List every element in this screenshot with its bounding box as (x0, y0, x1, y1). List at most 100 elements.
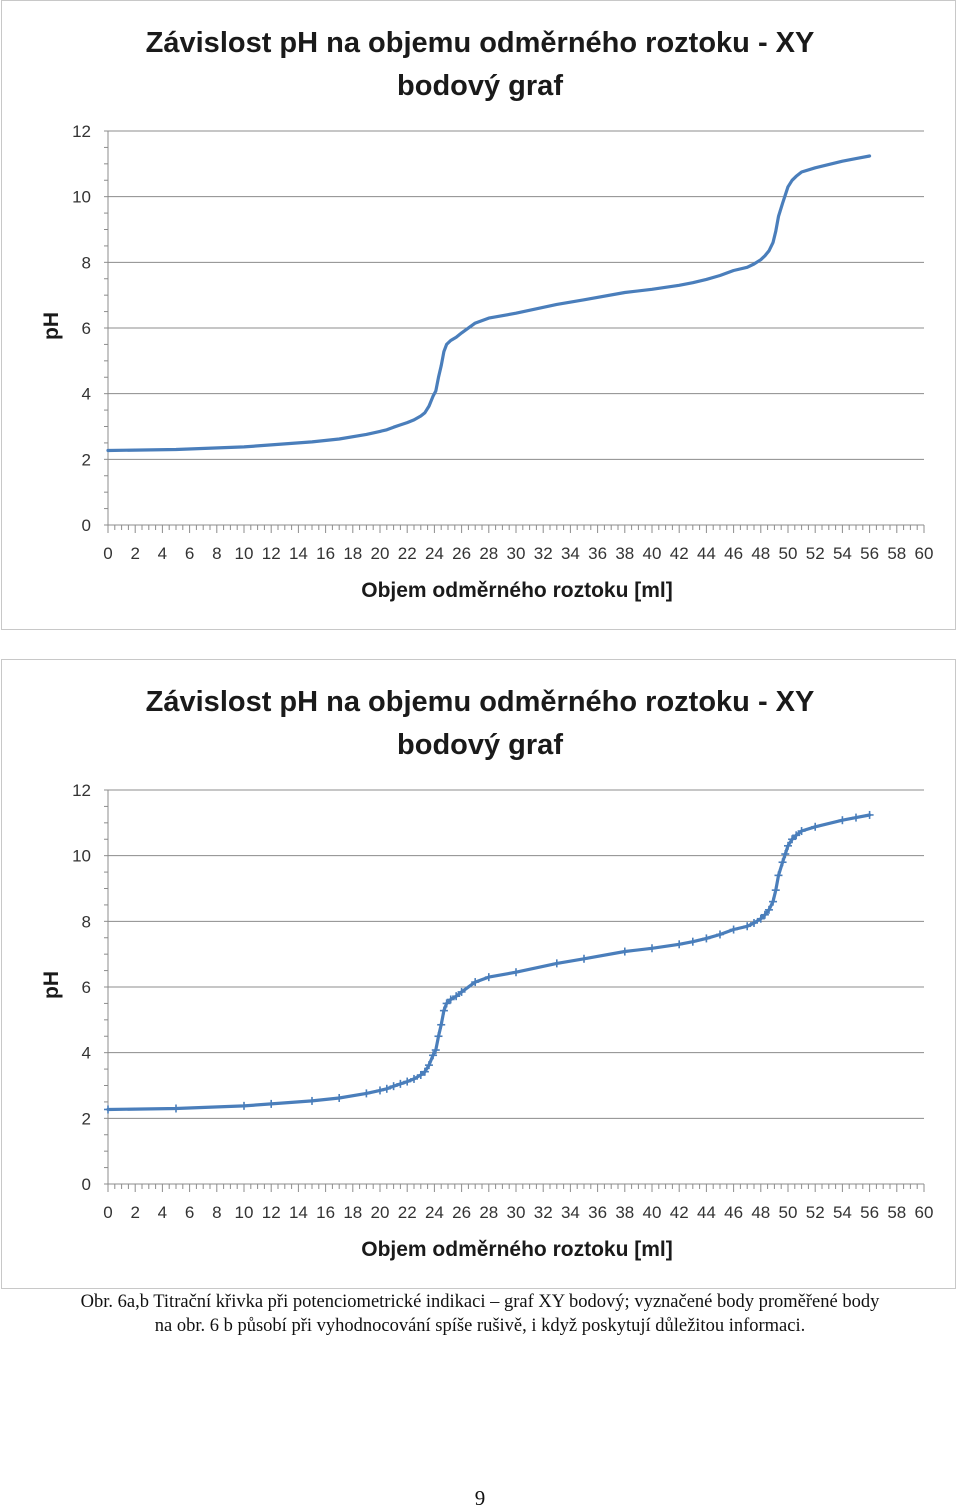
chart-title-line: bodový graf (397, 70, 563, 102)
x-tick-label: 48 (751, 544, 770, 563)
chart-b: Závislost pH na objemu odměrného roztoku… (1, 659, 956, 1289)
data-point-marker (552, 959, 561, 968)
x-tick-label: 10 (235, 1203, 254, 1222)
figure-caption: Obr. 6a,b Titrační křivka při potenciome… (0, 1290, 960, 1338)
x-tick-label: 16 (316, 544, 335, 563)
data-point-marker (446, 995, 455, 1004)
x-tick-label: 44 (697, 544, 716, 563)
data-point-marker (781, 850, 790, 859)
chart-title-line: Závislost pH na objemu odměrného roztoku… (146, 27, 815, 59)
x-axis-label: Objem odměrného roztoku [ml] (361, 1238, 673, 1261)
y-axis-label: pH (40, 971, 63, 999)
x-tick-label: 54 (833, 1203, 852, 1222)
x-tick-label: 14 (289, 1203, 308, 1222)
data-point-marker (382, 1084, 391, 1093)
data-point-marker (716, 930, 724, 939)
x-tick-label: 2 (130, 1203, 139, 1222)
x-tick-label: 30 (507, 1203, 526, 1222)
data-point-marker (702, 934, 711, 943)
series-line (106, 813, 872, 1112)
data-point-marker (403, 1077, 412, 1086)
x-tick-label: 4 (158, 1203, 167, 1222)
x-tick-label: 52 (806, 544, 825, 563)
data-point-marker (811, 822, 820, 831)
data-point-marker (267, 1099, 276, 1108)
x-tick-label: 56 (860, 1203, 879, 1222)
y-axis-label: pH (40, 312, 63, 340)
caption-line-2: na obr. 6 b působí při vyhodnocování spí… (154, 1316, 806, 1336)
data-point-marker (420, 1067, 429, 1076)
data-point-marker (410, 1074, 418, 1083)
data-point-marker (457, 987, 466, 996)
data-point-marker (648, 944, 656, 953)
data-point-marker (838, 816, 847, 825)
x-tick-label: 8 (212, 1203, 221, 1222)
x-tick-label: 0 (103, 1203, 112, 1222)
x-tick-label: 48 (751, 1203, 770, 1222)
y-tick-label: 0 (82, 516, 91, 535)
x-tick-label: 40 (643, 1203, 662, 1222)
data-point-marker (416, 1070, 425, 1079)
chart-a-svg: Závislost pH na objemu odměrného roztoku… (40, 27, 934, 602)
data-point-marker (688, 937, 697, 946)
x-tick-label: 6 (185, 544, 194, 563)
x-tick-label: 46 (724, 544, 743, 563)
data-point-marker (376, 1086, 384, 1095)
chart-b-svg: Závislost pH na objemu odměrného roztoku… (40, 686, 934, 1261)
chart-title-line: bodový graf (397, 729, 563, 761)
x-tick-label: 4 (158, 544, 167, 563)
data-point-marker (620, 947, 629, 956)
data-point-marker (452, 992, 461, 1001)
data-point-marker (792, 831, 801, 840)
data-point-marker (104, 1105, 112, 1114)
data-point-marker (784, 841, 792, 850)
y-tick-label: 10 (72, 847, 91, 866)
x-tick-label: 28 (479, 544, 498, 563)
data-point-marker (362, 1089, 371, 1098)
x-tick-label: 8 (212, 544, 221, 563)
data-point-marker (764, 905, 773, 914)
data-point-marker (240, 1101, 248, 1110)
x-tick-label: 12 (262, 1203, 281, 1222)
x-axis-label: Objem odměrného roztoku [ml] (361, 579, 673, 602)
x-tick-label: 6 (185, 1203, 194, 1222)
data-point-marker (675, 940, 684, 949)
x-tick-label: 32 (534, 1203, 553, 1222)
x-tick-label: 12 (262, 544, 281, 563)
data-point-marker (852, 813, 860, 822)
y-tick-label: 2 (82, 1109, 91, 1128)
x-tick-label: 60 (915, 1203, 934, 1222)
x-tick-label: 34 (561, 1203, 580, 1222)
x-tick-label: 34 (561, 544, 580, 563)
x-tick-label: 54 (833, 544, 852, 563)
x-tick-label: 24 (425, 544, 444, 563)
x-tick-label: 2 (130, 544, 139, 563)
data-point-marker (756, 914, 765, 923)
x-tick-label: 40 (643, 544, 662, 563)
y-tick-label: 10 (72, 188, 91, 207)
y-tick-label: 4 (82, 1044, 91, 1063)
data-point-marker (512, 968, 520, 977)
y-tick-label: 6 (82, 319, 91, 338)
series-line (106, 154, 872, 453)
y-tick-label: 2 (82, 450, 91, 469)
x-tick-label: 10 (235, 544, 254, 563)
x-tick-label: 28 (479, 1203, 498, 1222)
data-point-marker (865, 810, 874, 819)
page-number: 9 (474, 1486, 486, 1510)
x-tick-label: 60 (915, 544, 934, 563)
x-tick-label: 20 (371, 1203, 390, 1222)
x-tick-label: 52 (806, 1203, 825, 1222)
data-point-marker (769, 897, 778, 906)
data-point-marker (750, 918, 758, 927)
data-point-marker (797, 827, 806, 836)
data-point-marker (471, 978, 480, 987)
x-tick-label: 58 (887, 544, 906, 563)
y-tick-label: 4 (82, 385, 91, 404)
data-point-marker (580, 954, 588, 963)
data-point-marker (389, 1082, 398, 1091)
x-tick-label: 24 (425, 1203, 444, 1222)
x-tick-label: 38 (615, 544, 634, 563)
y-tick-label: 8 (82, 912, 91, 931)
chart-a: Závislost pH na objemu odměrného roztoku… (1, 0, 956, 630)
